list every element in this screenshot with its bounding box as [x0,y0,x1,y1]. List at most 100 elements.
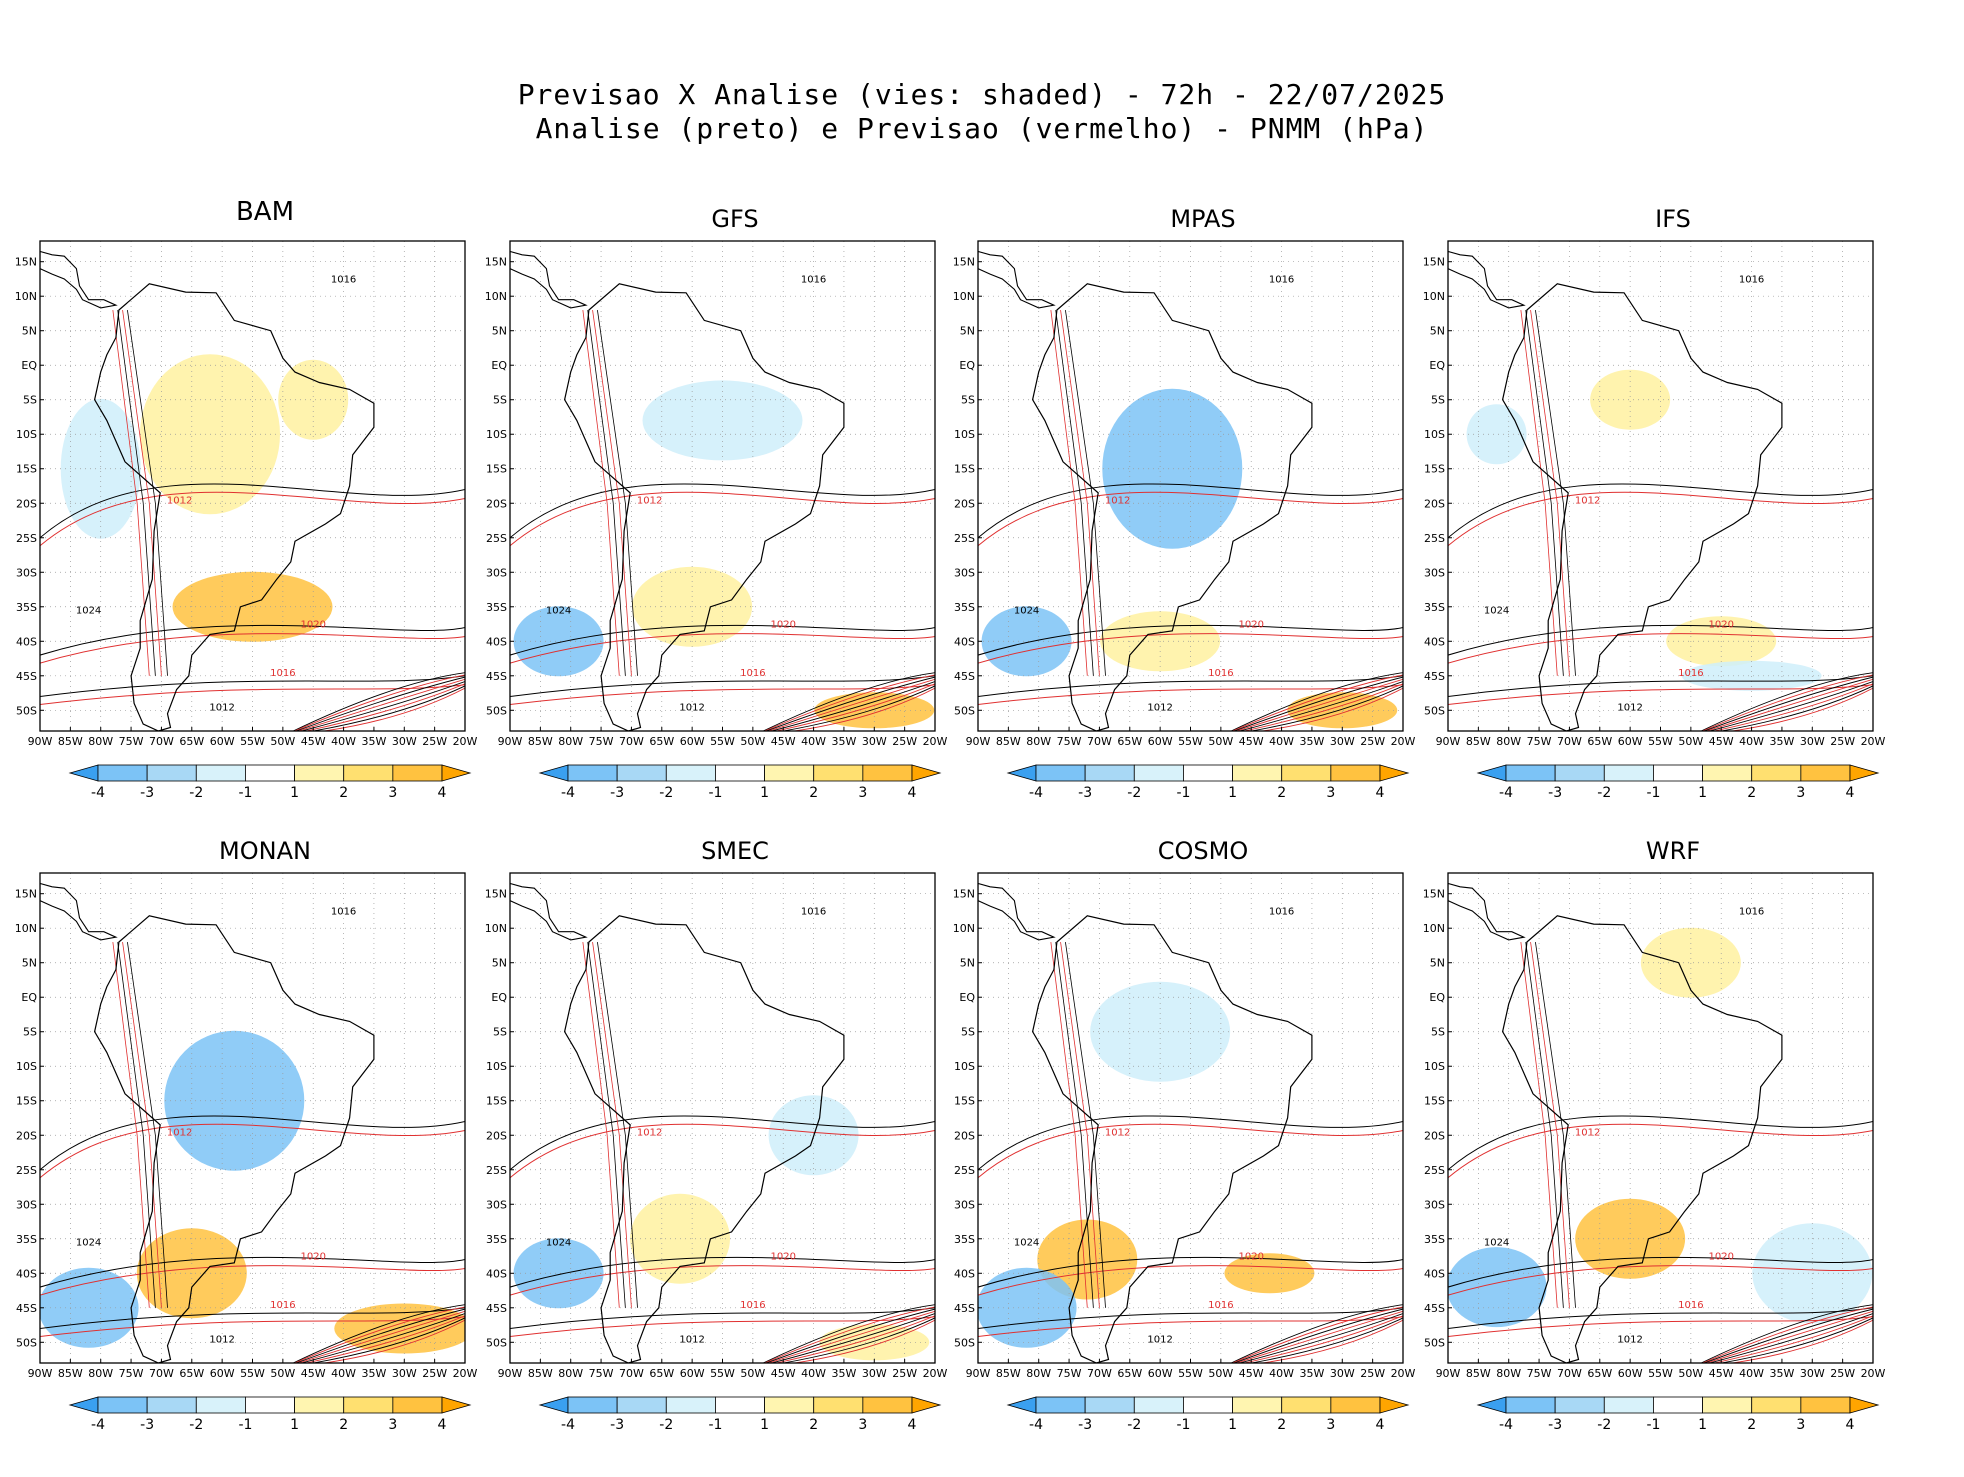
lat-tick: 45S [486,670,507,683]
lat-tick: 30S [16,566,37,579]
colorbar-label: -3 [140,1417,154,1433]
analysis-isobar [510,1115,935,1171]
lat-tick: 10N [953,290,975,303]
lon-tick: 45W [771,1367,796,1380]
lat-tick: 20S [16,1129,37,1142]
analysis-isobar [40,624,465,656]
isobar-label: 1012 [679,1334,704,1345]
lon-tick: 40W [1739,1367,1764,1380]
lat-tick: 40S [486,1267,507,1280]
bias-shade [334,1303,465,1354]
lon-tick: 60W [680,735,705,748]
colorbar-label: -4 [91,785,105,801]
lat-tick: 50S [954,704,975,717]
lon-tick: 85W [996,1367,1021,1380]
forecast-isobar [1448,491,1873,547]
lat-tick: 10N [1423,290,1445,303]
bias-shade [513,606,604,677]
analysis-isobar [510,624,935,656]
pressure-map: 1016 1012 1020 1024 1016 1012 15N 10N 5N EQ 5S 10S 1… [1423,240,1886,748]
lat-tick: 20S [1424,1129,1445,1142]
isobar-label: 1012 [679,702,704,713]
colorbar-label: 3 [858,1417,867,1433]
bias-shade [981,606,1072,677]
isobar-label: 1016 [1269,274,1294,285]
lat-tick: 10S [954,428,975,441]
colorbar-label: 3 [388,785,397,801]
bias-shade [1224,1253,1315,1294]
lon-tick: 35W [1769,735,1794,748]
isobar-label: 1024 [1484,1238,1509,1249]
lat-tick: 50S [486,1336,507,1349]
colorbar-label: -4 [561,785,575,801]
analysis-isobar [1448,624,1873,656]
analysis-isobar [978,1115,1403,1171]
panel-title: WRF [1645,837,1701,865]
lat-tick: 45S [486,1302,507,1315]
bias-shade [642,380,803,461]
isobar-label: 1016 [1678,1300,1703,1311]
lon-tick: 40W [1739,735,1764,748]
isobar-label: 1012 [167,495,192,506]
lon-tick: 30W [862,735,887,748]
bias-shade [1287,692,1398,729]
lat-tick: 30S [954,566,975,579]
lat-tick: 45S [954,670,975,683]
colorbar-label: 3 [1326,1417,1335,1433]
lat-tick: 5N [492,957,507,970]
isobar-label: 1012 [1105,1127,1130,1138]
lat-tick: 45S [1424,670,1445,683]
lon-tick: 25W [422,735,447,748]
isobar-label: 1012 [1617,702,1642,713]
lon-tick: 25W [1360,1367,1385,1380]
lat-tick: 5N [492,325,507,338]
analysis-isobar [978,675,1403,697]
lat-tick: 5N [960,957,975,970]
bias-colorbar: -4 -3 -2 -1 1 2 3 4 [1476,1396,1880,1433]
analysis-isobar [40,1307,465,1329]
isobar-label: 1020 [300,1251,325,1262]
lon-tick: 35W [1769,1367,1794,1380]
lat-tick: 35S [1424,1233,1445,1246]
colorbar-label: 2 [1747,785,1756,801]
lat-tick: 10S [16,428,37,441]
lat-tick: 25S [954,532,975,545]
panel-title: GFS [711,205,759,233]
south-america-outline [1501,283,1783,731]
lat-tick: 25S [16,532,37,545]
colorbar-label: 2 [809,1417,818,1433]
lat-tick: EQ [1429,359,1445,372]
lat-tick: 15S [16,1095,37,1108]
lon-tick: 50W [1678,1367,1703,1380]
lon-tick: 90W [1436,1367,1461,1380]
colorbar-label: 3 [858,785,867,801]
colorbar-label: -4 [561,1417,575,1433]
pressure-map: 1016 1012 1020 1024 1016 1012 15N 10N 5N EQ 5S 10S 1… [15,872,478,1380]
pressure-map: 1016 1012 1020 1024 1016 1012 15N 10N 5N EQ 5S 10S 1… [953,872,1416,1380]
colorbar-label: -2 [1127,785,1141,801]
lat-tick: 40S [954,635,975,648]
lat-tick: 25S [1424,1164,1445,1177]
panel-title: BAM [235,197,295,227]
lon-tick: 65W [649,1367,674,1380]
colorbar-label: 1 [1698,1417,1707,1433]
lat-tick: 35S [954,601,975,614]
colorbar-label: -1 [1176,1417,1190,1433]
lon-tick: 55W [1178,735,1203,748]
isobar-label: 1020 [1708,1251,1733,1262]
lon-tick: 65W [649,735,674,748]
lat-tick: 20S [486,1129,507,1142]
colorbar-label: 1 [1228,785,1237,801]
bias-shade [164,1030,305,1171]
forecast-isobar [510,491,935,547]
isobar-label: 1020 [300,619,325,630]
lat-tick: 10N [485,922,507,935]
lon-tick: 65W [179,735,204,748]
lon-tick: 90W [1436,735,1461,748]
bias-shade [1448,1247,1547,1328]
lat-tick: 40S [16,635,37,648]
colorbar-label: -3 [610,1417,624,1433]
lon-tick: 30W [1330,735,1355,748]
colorbar-label: -2 [1597,1417,1611,1433]
lat-tick: 5S [493,1026,507,1039]
